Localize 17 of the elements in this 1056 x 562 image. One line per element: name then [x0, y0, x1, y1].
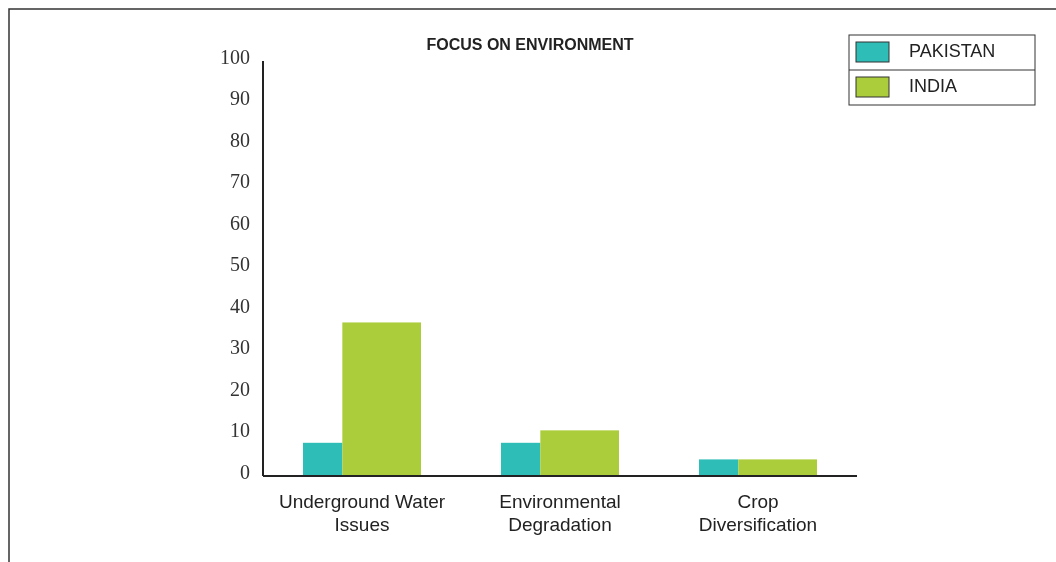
y-tick-label: 60 [230, 211, 250, 234]
y-tick-label: 10 [230, 419, 250, 442]
chart-title: FOCUS ON ENVIRONMENT [426, 36, 634, 53]
y-tick-label: 70 [230, 170, 250, 193]
y-tick-label: 80 [230, 128, 250, 151]
y-tick-label: 0 [240, 460, 250, 483]
y-tick-label: 100 [220, 45, 250, 68]
x-tick-label: Environmental Degradation [499, 491, 621, 535]
y-tick-label: 30 [230, 336, 250, 359]
legend-label: INDIA [909, 76, 958, 97]
y-tick-label: 20 [230, 377, 250, 400]
y-tick-label: 50 [230, 253, 250, 276]
y-tick-label: 40 [230, 294, 250, 317]
legend-label: PAKISTAN [909, 41, 996, 62]
x-tick-label: Underground Water Issues [278, 491, 446, 535]
x-tick-label: Crop Diversification [698, 491, 818, 535]
y-tick-label: 90 [230, 87, 250, 110]
